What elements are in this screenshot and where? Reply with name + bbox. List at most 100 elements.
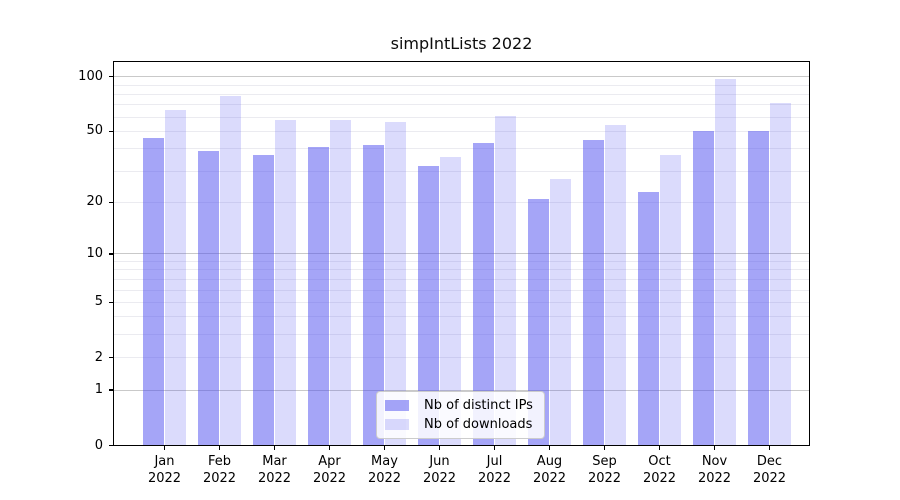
gridline-minor <box>113 130 810 132</box>
bar-distinct-ips <box>417 166 440 446</box>
bar-downloads <box>329 119 352 446</box>
x-axis-tick-label: Oct 2022 <box>630 453 690 487</box>
x-axis-tick <box>493 446 496 450</box>
bar-distinct-ips <box>747 131 770 446</box>
bar-distinct-ips <box>252 154 275 446</box>
gridline-minor <box>113 289 810 291</box>
bar-distinct-ips <box>692 131 715 446</box>
x-label-month: Jan <box>154 454 175 469</box>
x-label-month: Jul <box>486 454 503 469</box>
x-axis-tick-label: Jun 2022 <box>410 453 470 487</box>
x-label-year: 2022 <box>202 471 237 486</box>
x-axis-tick <box>328 446 331 450</box>
x-label-year: 2022 <box>422 471 457 486</box>
x-label-month: Jun <box>429 454 450 469</box>
x-label-year: 2022 <box>697 471 732 486</box>
bar-distinct-ips <box>307 146 330 446</box>
gridline-minor <box>113 170 810 172</box>
y-axis-tick <box>109 389 113 391</box>
x-axis-tick-label: Feb 2022 <box>190 453 250 487</box>
gridline-minor <box>113 261 810 263</box>
x-label-month: May <box>371 454 398 469</box>
x-axis-tick <box>273 446 276 450</box>
gridline-minor <box>113 269 810 271</box>
gridline-minor <box>113 357 810 359</box>
bar-distinct-ips <box>582 139 605 446</box>
gridline-major <box>113 253 810 255</box>
x-axis-tick <box>713 446 716 450</box>
x-label-year: 2022 <box>477 471 512 486</box>
bar-distinct-ips <box>472 143 495 446</box>
x-label-year: 2022 <box>257 471 292 486</box>
legend-item-distinct-ips: Nb of distinct IPs <box>385 398 533 413</box>
x-axis-tick <box>218 446 221 450</box>
gridline-minor <box>113 301 810 303</box>
y-axis-tick-label: 2 <box>94 349 103 365</box>
y-axis-tick-label: 20 <box>86 194 103 210</box>
gridline-minor <box>113 93 810 95</box>
legend-label-downloads: Nb of downloads <box>424 417 533 432</box>
gridline-minor <box>113 278 810 280</box>
y-axis-tick <box>109 301 113 303</box>
x-label-year: 2022 <box>587 471 622 486</box>
y-axis-tick-label: 100 <box>78 68 103 84</box>
gridline-minor <box>113 334 810 336</box>
y-axis-tick <box>109 76 113 78</box>
bar-distinct-ips <box>197 150 220 446</box>
bar-downloads <box>384 122 407 446</box>
gridline-minor <box>113 104 810 106</box>
bar-downloads <box>494 115 517 446</box>
bar-downloads <box>769 102 792 446</box>
x-label-year: 2022 <box>532 471 567 486</box>
gridline-major <box>113 389 810 391</box>
x-axis-tick-label: Aug 2022 <box>520 453 580 487</box>
x-axis-tick <box>438 446 441 450</box>
x-axis-tick-label: Sep 2022 <box>575 453 635 487</box>
gridline-minor <box>113 116 810 118</box>
bar-distinct-ips <box>362 144 385 446</box>
x-axis-tick <box>658 446 661 450</box>
x-label-month: Dec <box>756 454 783 469</box>
x-axis-tick <box>603 446 606 450</box>
y-axis-tick-label: 1 <box>94 382 103 398</box>
x-axis-tick-label: Nov 2022 <box>685 453 745 487</box>
bar-downloads <box>439 156 462 446</box>
y-axis-tick <box>109 357 113 359</box>
legend: Nb of distinct IPs Nb of downloads <box>376 391 545 439</box>
x-label-month: Oct <box>648 454 671 469</box>
bar-downloads <box>549 179 572 446</box>
x-label-month: Feb <box>207 454 232 469</box>
bar-downloads <box>604 125 627 446</box>
bar-downloads <box>164 109 187 446</box>
x-axis-tick <box>163 446 166 450</box>
x-axis-tick-label: Jul 2022 <box>465 453 525 487</box>
x-label-year: 2022 <box>312 471 347 486</box>
y-axis-tick <box>109 253 113 255</box>
y-axis-tick-label: 50 <box>86 123 103 139</box>
legend-item-downloads: Nb of downloads <box>385 417 533 432</box>
plot-area: Nb of distinct IPs Nb of downloads Jan 20… <box>78 61 810 486</box>
bar-downloads <box>714 79 737 446</box>
x-label-year: 2022 <box>147 471 182 486</box>
x-axis-tick-label: Dec 2022 <box>740 453 800 487</box>
y-axis-tick-label: 0 <box>94 437 103 453</box>
x-label-month: Aug <box>536 454 563 469</box>
x-label-year: 2022 <box>367 471 402 486</box>
y-axis-tick <box>109 201 113 203</box>
x-label-year: 2022 <box>752 471 787 486</box>
x-axis-tick <box>548 446 551 450</box>
x-label-month: Sep <box>592 454 617 469</box>
bar-downloads <box>659 154 682 446</box>
gridline-minor <box>113 148 810 150</box>
legend-swatch-downloads <box>385 419 409 430</box>
chart-title: simpIntLists 2022 <box>390 34 533 53</box>
gridline-minor <box>113 316 810 318</box>
y-axis-tick <box>109 444 113 447</box>
gridline-minor <box>113 201 810 203</box>
legend-label-distinct-ips: Nb of distinct IPs <box>424 398 533 413</box>
x-label-year: 2022 <box>642 471 677 486</box>
x-axis-tick-label: Apr 2022 <box>300 453 360 487</box>
x-axis-tick-label: Jan 2022 <box>135 453 195 487</box>
x-axis-tick <box>383 446 386 450</box>
